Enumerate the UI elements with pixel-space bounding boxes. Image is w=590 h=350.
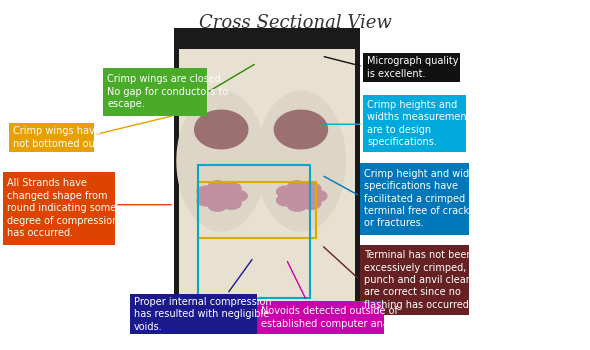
Polygon shape [197,186,216,197]
Polygon shape [308,190,327,202]
Text: Crimp heights and
widths measurement
are to design
specifications.: Crimp heights and widths measurement are… [367,100,470,147]
Polygon shape [288,200,307,211]
Bar [179,49,355,304]
Polygon shape [288,181,307,192]
Polygon shape [291,190,310,202]
Polygon shape [228,190,247,202]
Bar [198,182,316,238]
Polygon shape [208,200,227,211]
Bar [257,301,384,334]
Bar [360,163,469,234]
Polygon shape [212,190,231,202]
Text: Micrograph quality
is excellent.: Micrograph quality is excellent. [367,56,458,78]
Text: Crimp wings have
not bottomed out.: Crimp wings have not bottomed out. [13,126,101,149]
Text: Cross Sectional View: Cross Sectional View [199,14,391,32]
Polygon shape [277,186,296,197]
Text: Crimp wings are closed.
No gap for conductors to
escape.: Crimp wings are closed. No gap for condu… [107,75,229,109]
Polygon shape [277,195,296,206]
Bar [198,164,310,298]
Bar [363,52,460,82]
Bar [130,294,257,334]
Polygon shape [257,91,345,231]
Polygon shape [197,195,216,206]
Bar [363,94,466,152]
Polygon shape [177,91,266,231]
Bar [174,28,360,318]
Text: All Strands have
changed shape from
round indicating some
degree of compression
: All Strands have changed shape from roun… [7,178,119,238]
Polygon shape [195,110,248,149]
Text: Proper internal compression
has resulted with negligible
voids.: Proper internal compression has resulted… [134,297,271,331]
Polygon shape [208,181,227,192]
Bar [360,245,469,315]
Polygon shape [301,198,320,209]
Polygon shape [222,198,241,209]
Polygon shape [222,183,241,194]
Text: Crimp height and width
specifications have
facilitated a crimped
terminal free o: Crimp height and width specifications ha… [364,169,479,229]
Bar [9,122,94,152]
Bar [103,68,206,116]
Polygon shape [274,110,327,149]
Bar [3,172,115,245]
Text: Novoids detected outside of
established computer analysis.: Novoids detected outside of established … [261,307,413,329]
Text: Terminal has not been
excessively crimped, crimp
punch and anvil clearances
are : Terminal has not been excessively crimpe… [364,250,499,310]
Polygon shape [301,183,320,194]
